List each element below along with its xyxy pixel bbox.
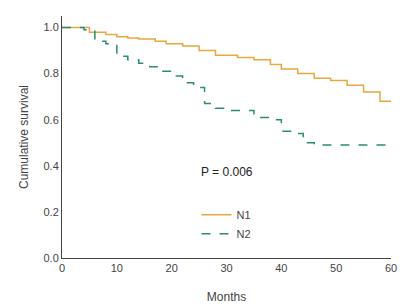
svg-text:30: 30	[220, 262, 232, 274]
svg-text:50: 50	[330, 262, 342, 274]
svg-text:10: 10	[111, 262, 123, 274]
svg-text:0.4: 0.4	[44, 160, 59, 172]
svg-text:N1: N1	[237, 209, 251, 221]
svg-text:0.8: 0.8	[44, 67, 59, 79]
svg-text:40: 40	[275, 262, 287, 274]
svg-text:P = 0.006: P = 0.006	[201, 165, 253, 179]
svg-text:0.0: 0.0	[44, 252, 59, 264]
svg-text:20: 20	[166, 262, 178, 274]
svg-text:60: 60	[385, 262, 397, 274]
svg-text:0.6: 0.6	[44, 114, 59, 126]
svg-text:0: 0	[59, 262, 65, 274]
svg-text:N2: N2	[237, 228, 251, 240]
svg-text:Months: Months	[207, 290, 246, 304]
svg-text:0.2: 0.2	[44, 206, 59, 218]
svg-text:1.0: 1.0	[44, 21, 59, 33]
svg-text:Cumulative survival: Cumulative survival	[17, 85, 31, 189]
